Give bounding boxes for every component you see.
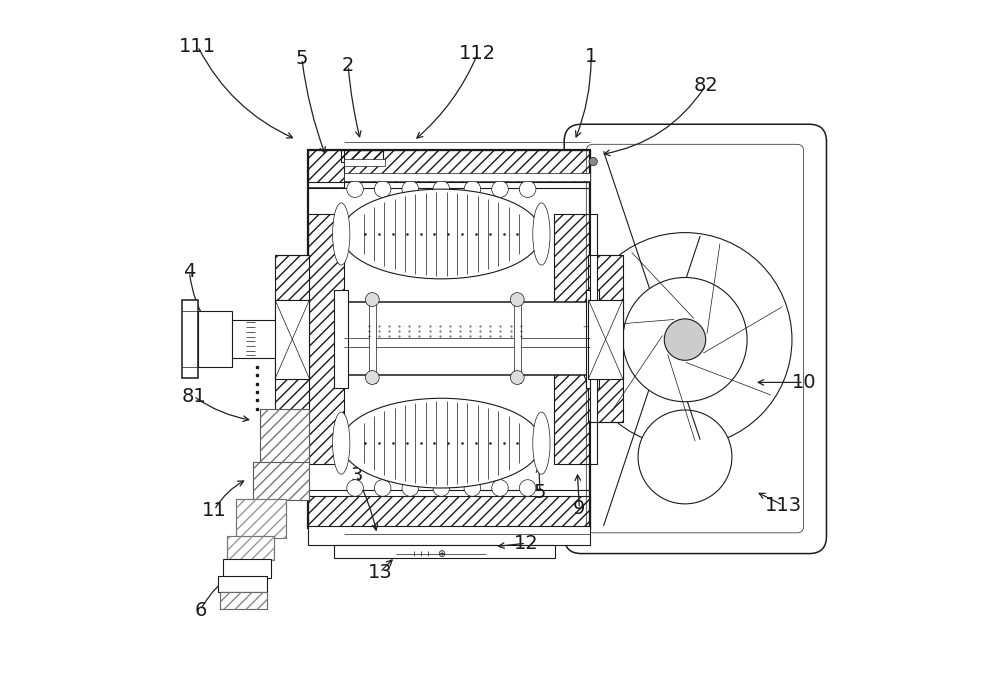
Circle shape xyxy=(433,480,450,496)
Ellipse shape xyxy=(341,398,541,488)
Bar xyxy=(236,499,286,538)
Text: 81: 81 xyxy=(181,387,206,405)
Text: 3: 3 xyxy=(350,466,363,485)
Bar xyxy=(182,300,198,378)
Bar xyxy=(218,576,267,592)
Circle shape xyxy=(433,181,450,198)
Circle shape xyxy=(638,410,732,504)
Bar xyxy=(308,214,344,464)
Bar xyxy=(220,592,267,608)
Text: 10: 10 xyxy=(791,373,816,392)
Bar xyxy=(308,495,590,528)
Bar xyxy=(588,256,623,423)
Bar xyxy=(223,559,271,578)
Ellipse shape xyxy=(333,412,350,474)
Bar xyxy=(253,462,309,500)
Circle shape xyxy=(347,181,363,198)
Bar xyxy=(227,536,274,561)
Bar xyxy=(344,173,590,181)
Circle shape xyxy=(374,181,391,198)
Circle shape xyxy=(623,277,747,402)
Bar xyxy=(275,256,309,423)
Bar xyxy=(260,409,309,464)
Bar xyxy=(590,214,597,464)
Bar xyxy=(198,310,232,367)
Circle shape xyxy=(519,480,536,496)
Bar xyxy=(220,592,267,608)
Circle shape xyxy=(402,480,419,496)
Bar xyxy=(334,545,555,559)
Ellipse shape xyxy=(341,189,541,279)
Circle shape xyxy=(402,181,419,198)
Ellipse shape xyxy=(533,412,550,474)
Circle shape xyxy=(664,319,706,360)
Bar xyxy=(588,299,623,379)
Text: 4: 4 xyxy=(183,263,196,281)
Bar xyxy=(260,409,309,464)
Text: 6: 6 xyxy=(194,601,207,620)
Circle shape xyxy=(374,480,391,496)
Text: 9: 9 xyxy=(573,499,586,518)
Bar xyxy=(588,256,623,423)
FancyBboxPatch shape xyxy=(564,124,826,554)
Circle shape xyxy=(365,292,379,306)
Bar xyxy=(514,295,521,383)
Bar xyxy=(308,150,590,528)
Circle shape xyxy=(464,480,481,496)
Circle shape xyxy=(510,371,524,385)
Text: 5: 5 xyxy=(296,49,308,68)
Bar xyxy=(275,299,309,379)
Bar xyxy=(341,150,383,161)
Bar xyxy=(308,150,590,182)
Text: ⊕: ⊕ xyxy=(437,549,445,559)
Text: 5: 5 xyxy=(534,483,546,502)
Bar xyxy=(344,159,385,166)
Bar xyxy=(554,214,590,464)
Circle shape xyxy=(365,371,379,385)
Bar xyxy=(334,290,348,388)
Text: 12: 12 xyxy=(514,534,539,553)
Bar xyxy=(369,295,376,383)
Bar xyxy=(236,499,286,538)
Circle shape xyxy=(464,181,481,198)
Text: 111: 111 xyxy=(179,37,216,55)
Text: 1: 1 xyxy=(585,47,597,66)
Circle shape xyxy=(510,292,524,306)
Text: 82: 82 xyxy=(693,76,718,95)
Text: 113: 113 xyxy=(764,495,802,515)
Bar xyxy=(182,320,276,358)
Bar xyxy=(275,256,309,423)
Text: 13: 13 xyxy=(368,563,392,581)
Text: 2: 2 xyxy=(342,56,354,75)
Bar xyxy=(586,290,599,388)
Circle shape xyxy=(492,181,508,198)
Circle shape xyxy=(519,181,536,198)
Circle shape xyxy=(347,480,363,496)
Bar xyxy=(344,302,590,376)
Text: 112: 112 xyxy=(459,44,496,62)
Circle shape xyxy=(589,157,597,166)
Text: 11: 11 xyxy=(202,500,227,520)
Ellipse shape xyxy=(333,203,350,265)
Bar xyxy=(227,536,274,561)
Bar xyxy=(308,526,590,545)
Circle shape xyxy=(492,480,508,496)
Bar xyxy=(253,462,309,500)
Circle shape xyxy=(578,233,792,446)
Ellipse shape xyxy=(533,203,550,265)
